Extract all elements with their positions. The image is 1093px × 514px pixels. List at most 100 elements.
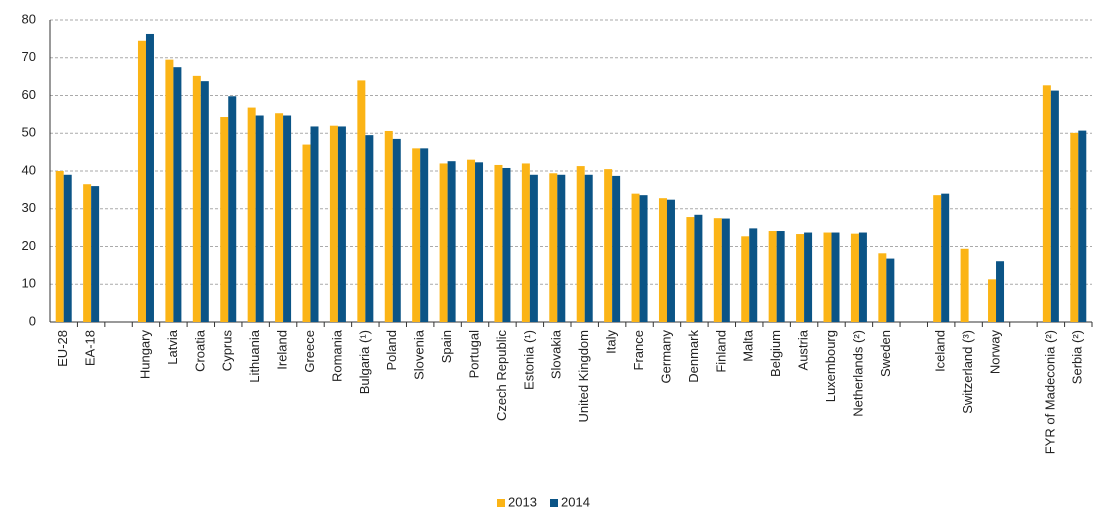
bar bbox=[604, 169, 613, 322]
bar bbox=[858, 232, 867, 322]
bar bbox=[439, 163, 448, 322]
x-tick-label: Belgium bbox=[768, 330, 783, 377]
bar bbox=[1078, 130, 1087, 322]
bar bbox=[686, 217, 695, 322]
bar bbox=[83, 184, 92, 322]
x-tick-label: Germany bbox=[658, 330, 673, 384]
bar bbox=[878, 253, 887, 322]
x-tick-label: Netherlands (²) bbox=[850, 330, 865, 417]
x-tick-label: Croatia bbox=[192, 329, 207, 372]
bar bbox=[1070, 132, 1079, 322]
bar bbox=[796, 234, 805, 322]
bar bbox=[988, 279, 997, 322]
x-tick-label: Slovakia bbox=[549, 329, 564, 379]
x-tick-label: Czech Republic bbox=[494, 330, 509, 422]
x-tick-label: Cyprus bbox=[220, 330, 235, 372]
bar bbox=[823, 232, 832, 322]
legend-swatch bbox=[550, 499, 558, 507]
x-tick-label: Luxembourg bbox=[823, 330, 838, 402]
bar bbox=[357, 80, 366, 323]
bar bbox=[529, 174, 538, 322]
bar bbox=[145, 33, 154, 322]
x-tick-label: Estonia (¹) bbox=[521, 330, 536, 390]
bar bbox=[502, 167, 511, 322]
x-tick-label: Slovenia bbox=[412, 329, 427, 380]
bar bbox=[475, 162, 484, 322]
bar bbox=[631, 193, 640, 322]
y-tick-label: 50 bbox=[22, 125, 36, 140]
bar bbox=[749, 228, 758, 322]
bar bbox=[365, 135, 374, 322]
y-tick-label: 60 bbox=[22, 87, 36, 102]
x-tick-label: Norway bbox=[987, 330, 1002, 375]
bar bbox=[165, 59, 174, 322]
bar bbox=[639, 195, 648, 322]
x-tick-label: Lithuania bbox=[247, 329, 262, 383]
bar bbox=[521, 163, 530, 322]
bar bbox=[247, 107, 256, 322]
y-tick-label: 10 bbox=[22, 276, 36, 291]
legend-label: 2014 bbox=[561, 494, 590, 509]
bar bbox=[329, 125, 338, 322]
bar bbox=[1050, 90, 1059, 322]
x-tick-label: Austria bbox=[796, 329, 811, 370]
legend-label: 2013 bbox=[508, 494, 537, 509]
x-tick-label: Finland bbox=[713, 330, 728, 373]
y-tick-label: 70 bbox=[22, 49, 36, 64]
x-tick-label: Serbia (²) bbox=[1070, 330, 1085, 384]
x-tick-label: Iceland bbox=[933, 330, 948, 372]
y-tick-label: 0 bbox=[29, 313, 36, 328]
x-tick-label: Malta bbox=[741, 329, 756, 362]
bar bbox=[310, 126, 319, 322]
y-tick-label: 30 bbox=[22, 200, 36, 215]
bar bbox=[741, 236, 750, 322]
bar bbox=[557, 174, 566, 322]
bar bbox=[850, 233, 859, 322]
bar bbox=[137, 40, 146, 322]
x-tick-label: Switzerland (³) bbox=[960, 330, 975, 414]
bar bbox=[220, 117, 229, 322]
x-tick-label: Hungary bbox=[137, 330, 152, 380]
bar bbox=[694, 214, 703, 322]
x-tick-label: Romania bbox=[329, 329, 344, 382]
bar bbox=[996, 261, 1005, 322]
bar bbox=[494, 164, 503, 322]
bar bbox=[721, 218, 730, 322]
bar bbox=[283, 115, 292, 322]
x-tick-label: United Kingdom bbox=[576, 330, 591, 423]
bar bbox=[384, 130, 393, 322]
legend-swatch bbox=[497, 499, 505, 507]
bar bbox=[91, 186, 100, 322]
bar bbox=[447, 161, 456, 322]
x-tick-label: Sweden bbox=[878, 330, 893, 377]
bar bbox=[392, 138, 401, 322]
bar bbox=[612, 175, 621, 322]
bar bbox=[713, 218, 722, 322]
x-tick-label: Poland bbox=[384, 330, 399, 370]
bar bbox=[933, 195, 942, 322]
bar bbox=[55, 171, 64, 322]
bar bbox=[831, 232, 840, 322]
bar bbox=[63, 174, 72, 322]
bar bbox=[467, 159, 476, 322]
bar bbox=[228, 96, 237, 322]
y-tick-label: 40 bbox=[22, 162, 36, 177]
y-tick-label: 80 bbox=[22, 11, 36, 26]
bar bbox=[549, 173, 558, 322]
x-tick-label: Ireland bbox=[275, 330, 290, 370]
bar bbox=[173, 67, 182, 322]
bar bbox=[776, 231, 785, 322]
bar bbox=[576, 166, 585, 322]
bar bbox=[768, 231, 777, 322]
y-tick-label: 20 bbox=[22, 238, 36, 253]
x-tick-label: Latvia bbox=[165, 329, 180, 364]
bar bbox=[420, 148, 429, 322]
bar bbox=[412, 148, 421, 322]
x-tick-label: France bbox=[631, 330, 646, 370]
x-tick-label: EU-28 bbox=[55, 330, 70, 367]
bar bbox=[804, 232, 813, 322]
x-tick-label: EA-18 bbox=[83, 330, 98, 366]
bar bbox=[1042, 85, 1051, 323]
bar bbox=[960, 248, 969, 322]
